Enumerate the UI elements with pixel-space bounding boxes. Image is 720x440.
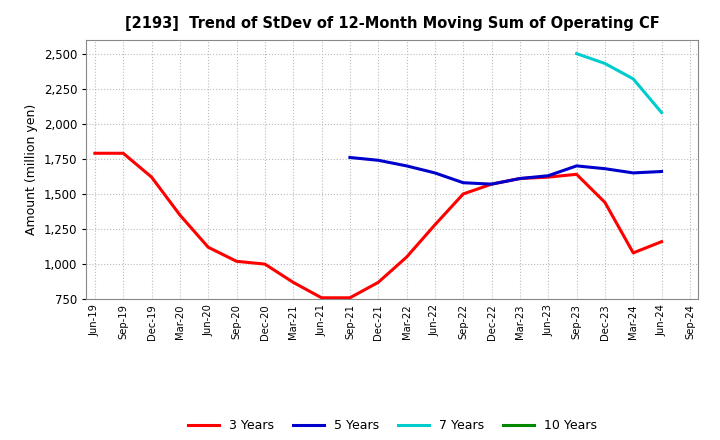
7 Years — [600, 61, 609, 66]
3 Years — [487, 181, 496, 187]
5 Years — [629, 170, 637, 176]
Line: 3 Years: 3 Years — [95, 153, 662, 298]
3 Years — [318, 295, 326, 301]
7 Years — [629, 76, 637, 81]
5 Years — [374, 158, 382, 163]
5 Years — [516, 176, 524, 181]
5 Years — [572, 163, 581, 169]
5 Years — [600, 166, 609, 171]
3 Years — [233, 259, 241, 264]
3 Years — [289, 280, 297, 285]
5 Years — [657, 169, 666, 174]
Line: 5 Years: 5 Years — [350, 158, 662, 184]
Legend: 3 Years, 5 Years, 7 Years, 10 Years: 3 Years, 5 Years, 7 Years, 10 Years — [183, 414, 602, 437]
Y-axis label: Amount (million yen): Amount (million yen) — [25, 104, 38, 235]
3 Years — [374, 280, 382, 285]
3 Years — [204, 245, 212, 250]
5 Years — [402, 163, 411, 169]
5 Years — [544, 173, 552, 178]
7 Years — [657, 110, 666, 115]
3 Years — [657, 239, 666, 244]
3 Years — [148, 175, 156, 180]
5 Years — [346, 155, 354, 160]
3 Years — [600, 200, 609, 205]
3 Years — [629, 250, 637, 256]
Title: [2193]  Trend of StDev of 12-Month Moving Sum of Operating CF: [2193] Trend of StDev of 12-Month Moving… — [125, 16, 660, 32]
3 Years — [176, 213, 184, 218]
3 Years — [119, 150, 127, 156]
3 Years — [459, 191, 467, 197]
3 Years — [402, 254, 411, 260]
3 Years — [91, 150, 99, 156]
5 Years — [431, 170, 439, 176]
7 Years — [572, 51, 581, 56]
3 Years — [261, 261, 269, 267]
3 Years — [431, 222, 439, 227]
3 Years — [516, 176, 524, 181]
3 Years — [544, 175, 552, 180]
Line: 7 Years: 7 Years — [577, 54, 662, 113]
5 Years — [487, 181, 496, 187]
3 Years — [572, 172, 581, 177]
5 Years — [459, 180, 467, 185]
3 Years — [346, 295, 354, 301]
